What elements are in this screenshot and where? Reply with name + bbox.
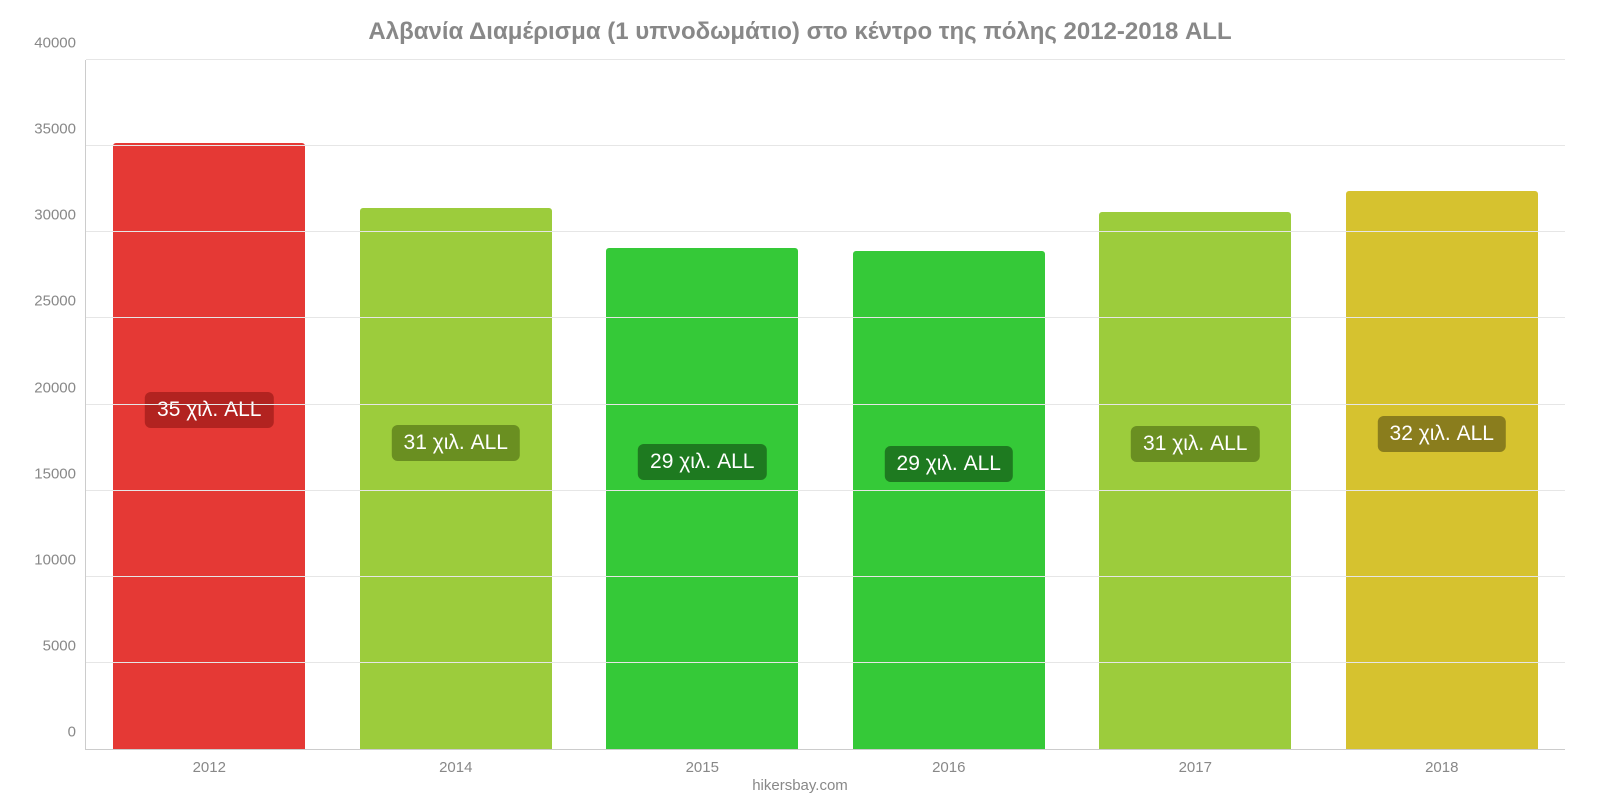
grid-line [86,576,1565,577]
y-tick-label: 0 [68,724,86,741]
bar-slot: 32 χιλ. ALL2018 [1319,60,1566,749]
y-tick-label: 35000 [34,121,86,138]
chart-container: Αλβανία Διαμέρισμα (1 υπνοδωμάτιο) στο κ… [0,0,1600,800]
bar [606,248,798,749]
value-badge: 31 χιλ. ALL [392,425,520,461]
bar [1099,212,1291,749]
chart-caption: hikersbay.com [0,777,1600,794]
y-tick-label: 20000 [34,379,86,396]
bar-slot: 29 χιλ. ALL2015 [579,60,826,749]
bar-slot: 31 χιλ. ALL2014 [333,60,580,749]
x-tick-label: 2014 [439,749,472,776]
y-tick-label: 15000 [34,465,86,482]
grid-line [86,59,1565,60]
x-tick-label: 2015 [686,749,719,776]
bars-group: 35 χιλ. ALL201231 χιλ. ALL201429 χιλ. AL… [86,60,1565,749]
bar-slot: 35 χιλ. ALL2012 [86,60,333,749]
bar [360,208,552,749]
grid-line [86,662,1565,663]
y-tick-label: 30000 [34,207,86,224]
grid-line [86,490,1565,491]
grid-line [86,231,1565,232]
value-badge: 29 χιλ. ALL [885,446,1013,482]
bar-slot: 31 χιλ. ALL2017 [1072,60,1319,749]
y-tick-label: 10000 [34,551,86,568]
x-tick-label: 2012 [193,749,226,776]
chart-title: Αλβανία Διαμέρισμα (1 υπνοδωμάτιο) στο κ… [0,18,1600,46]
grid-line [86,145,1565,146]
x-tick-label: 2016 [932,749,965,776]
bar-slot: 29 χιλ. ALL2016 [826,60,1073,749]
plot-area: 35 χιλ. ALL201231 χιλ. ALL201429 χιλ. AL… [85,60,1565,750]
grid-line [86,404,1565,405]
bar [853,251,1045,749]
value-badge: 35 χιλ. ALL [145,392,273,428]
value-badge: 32 χιλ. ALL [1378,416,1506,452]
x-tick-label: 2017 [1179,749,1212,776]
x-tick-label: 2018 [1425,749,1458,776]
bar [1346,191,1538,749]
y-tick-label: 25000 [34,293,86,310]
grid-line [86,317,1565,318]
y-tick-label: 5000 [43,637,86,654]
y-tick-label: 40000 [34,35,86,52]
value-badge: 29 χιλ. ALL [638,444,766,480]
bar [113,143,305,749]
value-badge: 31 χιλ. ALL [1131,426,1259,462]
